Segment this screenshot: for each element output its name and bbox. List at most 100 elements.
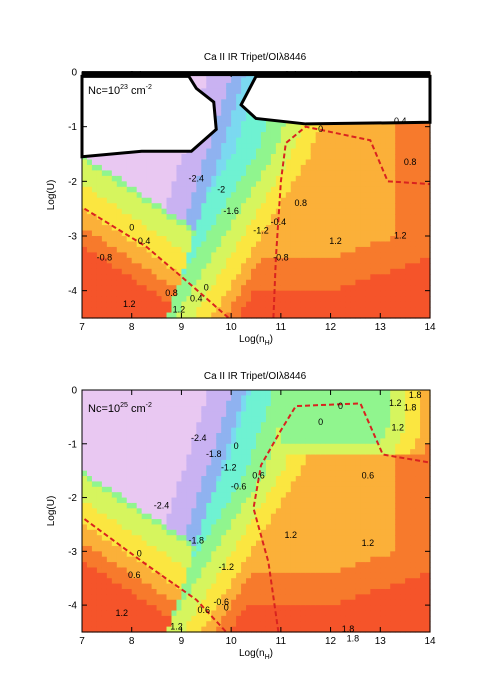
- contour-cell: [300, 208, 307, 215]
- contour-cell: [201, 406, 207, 413]
- contour-cell: [121, 459, 128, 466]
- contour-cell: [176, 599, 183, 606]
- contour-cell: [221, 508, 227, 515]
- contour-cell: [201, 186, 207, 193]
- contour-cell: [146, 545, 153, 552]
- contour-cell: [380, 214, 386, 221]
- contour-cell: [270, 159, 277, 166]
- contour-cell: [206, 181, 212, 188]
- contour-cell: [82, 551, 88, 558]
- contour-cell: [226, 449, 232, 456]
- contour-cell: [260, 443, 267, 450]
- contour-cell: [161, 588, 168, 595]
- contour-cell: [86, 175, 93, 182]
- contour-cell: [345, 268, 352, 275]
- contour-cell: [410, 241, 416, 248]
- contour-cell: [186, 236, 192, 243]
- contour-cell: [270, 621, 277, 628]
- contour-cell: [86, 246, 93, 253]
- contour-cell: [91, 556, 98, 563]
- contour-cell: [260, 492, 267, 499]
- contour-cell: [285, 268, 292, 275]
- contour-cell: [216, 438, 222, 445]
- contour-cell: [246, 175, 252, 182]
- contour-cell: [176, 610, 183, 617]
- contour-cell: [330, 175, 337, 182]
- contour-cell: [206, 621, 212, 628]
- contour-cell: [106, 241, 113, 248]
- contour-cell: [335, 285, 342, 292]
- contour-cell: [290, 192, 297, 199]
- contour-cell: [305, 137, 312, 144]
- contour-cell: [211, 605, 217, 612]
- contour-cell: [91, 236, 98, 243]
- contour-cell: [161, 492, 168, 499]
- contour-cell: [181, 252, 187, 259]
- contour-cell: [305, 290, 312, 297]
- contour-cell: [91, 279, 98, 286]
- contour-cell: [251, 594, 257, 601]
- contour-cell: [305, 241, 312, 248]
- contour-cell: [196, 203, 202, 210]
- contour-cell: [191, 551, 197, 558]
- contour-cell: [96, 502, 103, 509]
- contour-cell: [196, 192, 202, 199]
- contour-cell: [186, 438, 192, 445]
- contour-cell: [126, 470, 133, 477]
- contour-cell: [385, 186, 391, 193]
- contour-cell: [121, 268, 128, 275]
- contour-cell: [415, 132, 421, 139]
- contour-cell: [111, 508, 118, 515]
- contour-cell: [305, 164, 312, 171]
- contour-cell: [171, 626, 178, 633]
- contour-cell: [425, 132, 431, 139]
- contour-cell: [101, 486, 108, 493]
- contour-cell: [156, 508, 163, 515]
- contour-cell: [116, 214, 123, 221]
- contour-cell: [360, 279, 366, 286]
- contour-cell: [226, 77, 232, 84]
- contour-cell: [226, 192, 232, 199]
- contour-cell: [121, 476, 128, 483]
- contour-cell: [226, 214, 232, 221]
- contour-cell: [380, 154, 386, 161]
- contour-cell: [121, 562, 128, 569]
- panel-top: Ca II IR Tripet/OIλ8446 -2.4 -2 -1.6 -1.2 -0…: [0, 0, 498, 345]
- contour-cell: [106, 502, 113, 509]
- contour-cell: [186, 203, 192, 210]
- contour-cell: [310, 219, 317, 226]
- contour-cell: [171, 170, 178, 177]
- contour-cell: [241, 82, 247, 89]
- contour-cell: [246, 154, 252, 161]
- contour-cell: [121, 241, 128, 248]
- contour-cell: [191, 486, 197, 493]
- contour-cell: [241, 186, 247, 193]
- contour-cell: [256, 438, 262, 445]
- contour-cell: [176, 572, 183, 579]
- contour-cell: [265, 572, 272, 579]
- contour-cell: [206, 556, 212, 563]
- contour-cell: [221, 492, 227, 499]
- contour-cell: [171, 508, 178, 515]
- contour-cell: [91, 390, 98, 396]
- contour-cell: [256, 121, 262, 128]
- contour-cell: [330, 252, 337, 259]
- contour-cell: [236, 400, 242, 407]
- contour-cell: [196, 572, 202, 579]
- contour-cell: [260, 406, 267, 413]
- contour-cell: [126, 567, 133, 574]
- contour-cell: [340, 148, 347, 155]
- contour-cell: [116, 164, 123, 171]
- contour-cell: [380, 285, 386, 292]
- contour-cell: [275, 296, 282, 303]
- contour-cell: [370, 159, 376, 166]
- contour-cell: [181, 486, 187, 493]
- contour-cell: [196, 497, 202, 504]
- contour-cell: [176, 252, 183, 259]
- contour-cell: [425, 121, 431, 128]
- contour-cell: [221, 214, 227, 221]
- contour-cell: [236, 578, 242, 585]
- contour-cell: [350, 285, 357, 292]
- contour-cell: [226, 443, 232, 450]
- contour-cell: [236, 476, 242, 483]
